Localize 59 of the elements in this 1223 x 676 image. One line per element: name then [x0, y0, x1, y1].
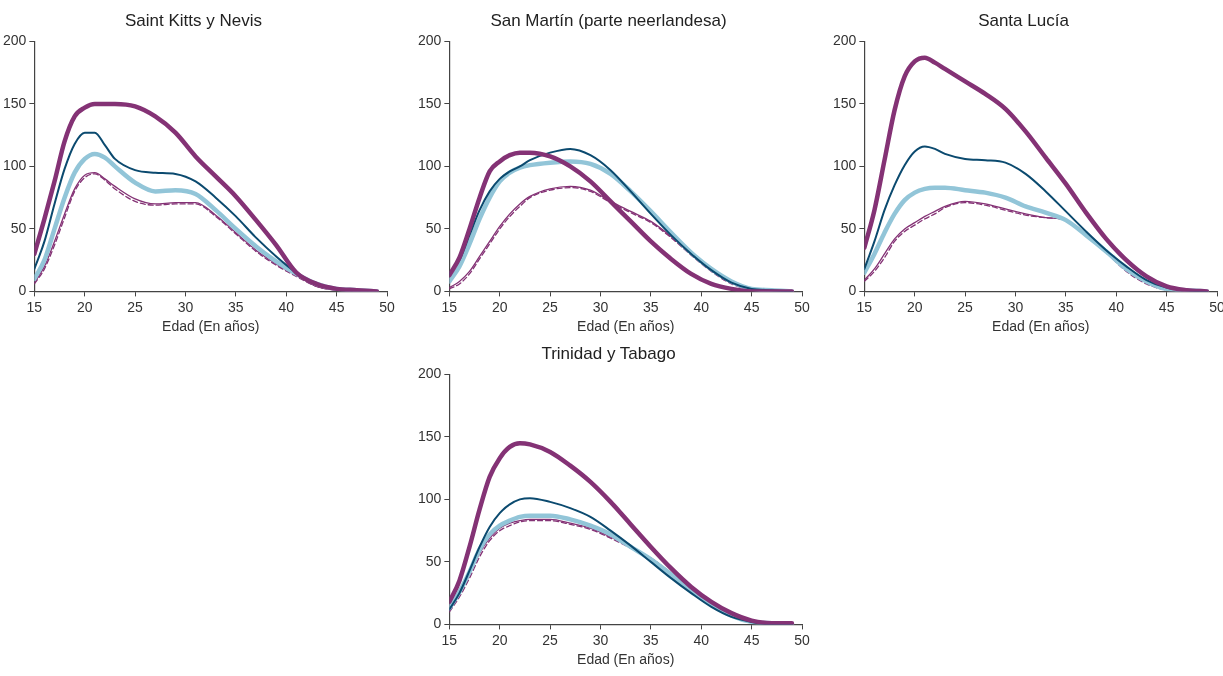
x-tick-label: 15 — [26, 298, 43, 315]
y-tick-label: 100 — [833, 157, 857, 174]
y-tick-label: 150 — [3, 94, 27, 111]
y-tick-label: 50 — [425, 219, 442, 236]
x-axis-title: Edad (En años) — [992, 318, 1090, 335]
y-tick-label: 0 — [18, 282, 27, 299]
chart-title: Trinidad y Tabago — [541, 343, 676, 363]
x-tick-label: 25 — [127, 298, 144, 315]
x-tick-label: 20 — [906, 298, 923, 315]
x-tick-label: 50 — [794, 298, 810, 315]
x-tick-label: 45 — [743, 631, 760, 648]
chart-title: Santa Lucía — [978, 10, 1070, 30]
x-tick-label: 30 — [1007, 298, 1024, 315]
chart-title: San Martín (parte neerlandesa) — [490, 10, 727, 30]
x-tick-label: 15 — [441, 631, 458, 648]
y-tick-label: 50 — [840, 219, 857, 236]
y-tick-label: 150 — [833, 94, 857, 111]
x-tick-label: 50 — [379, 298, 395, 315]
x-tick-label: 25 — [957, 298, 974, 315]
x-tick-label: 30 — [592, 298, 609, 315]
y-tick-label: 100 — [418, 157, 442, 174]
x-axis-title: Edad (En años) — [577, 651, 675, 668]
x-tick-label: 40 — [693, 298, 710, 315]
y-tick-label: 100 — [3, 157, 27, 174]
y-tick-label: 100 — [418, 490, 442, 507]
x-tick-label: 30 — [177, 298, 194, 315]
x-tick-label: 35 — [643, 298, 659, 315]
x-tick-label: 35 — [1058, 298, 1074, 315]
x-tick-label: 15 — [441, 298, 458, 315]
y-tick-label: 200 — [418, 365, 442, 382]
x-tick-label: 40 — [1108, 298, 1125, 315]
x-axis-title: Edad (En años) — [162, 318, 260, 335]
y-tick-label: 50 — [10, 219, 27, 236]
y-tick-label: 150 — [418, 427, 442, 444]
x-tick-label: 40 — [278, 298, 295, 315]
y-tick-label: 0 — [433, 282, 442, 299]
x-axis-title: Edad (En años) — [577, 318, 675, 335]
x-tick-label: 45 — [743, 298, 760, 315]
y-tick-label: 200 — [833, 32, 857, 49]
x-tick-label: 20 — [491, 298, 508, 315]
x-tick-label: 25 — [542, 631, 559, 648]
x-tick-label: 45 — [1158, 298, 1175, 315]
y-tick-label: 200 — [3, 32, 27, 49]
x-tick-label: 20 — [76, 298, 93, 315]
x-tick-label: 45 — [328, 298, 345, 315]
x-tick-label: 40 — [693, 631, 710, 648]
y-tick-label: 200 — [418, 32, 442, 49]
x-tick-label: 15 — [856, 298, 873, 315]
x-tick-label: 25 — [542, 298, 559, 315]
x-tick-label: 35 — [643, 631, 659, 648]
x-tick-label: 50 — [794, 631, 810, 648]
y-tick-label: 50 — [425, 552, 442, 569]
x-tick-label: 20 — [491, 631, 508, 648]
y-tick-label: 0 — [848, 282, 857, 299]
x-tick-label: 30 — [592, 631, 609, 648]
chart-title: Saint Kitts y Nevis — [125, 10, 262, 30]
x-tick-label: 35 — [228, 298, 244, 315]
y-tick-label: 150 — [418, 94, 442, 111]
y-tick-label: 0 — [433, 615, 442, 632]
